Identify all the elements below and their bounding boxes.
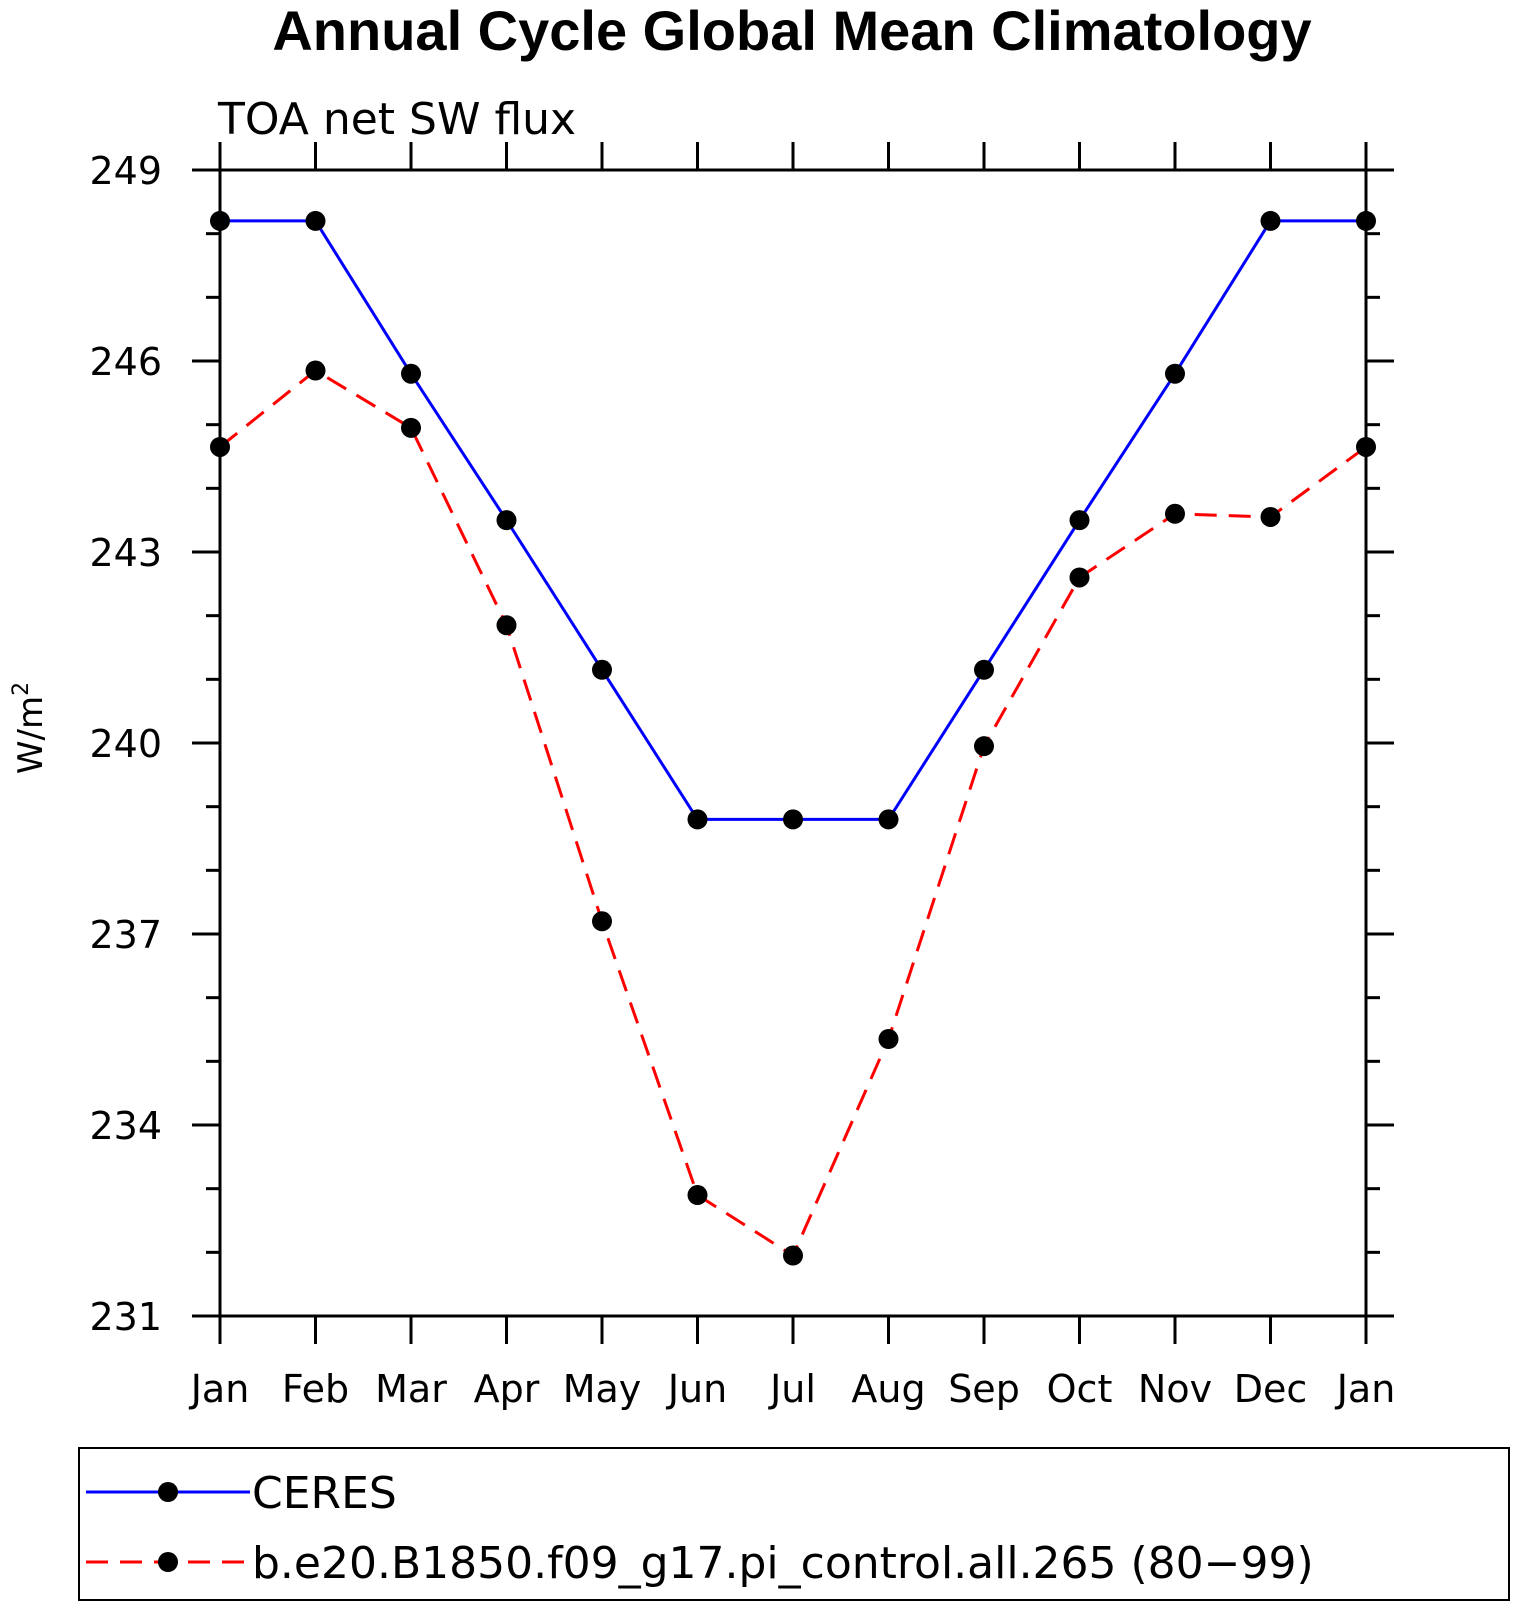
series-1-point <box>305 360 326 381</box>
chart-subtitle: TOA net SW flux <box>217 94 576 145</box>
series-0-point <box>1356 210 1376 231</box>
legend-label-1: b.e20.B1850.f09_g17.pi_control.all.265 (… <box>252 1538 1314 1589</box>
series-1-point <box>496 615 517 636</box>
y-tick-label: 237 <box>89 913 162 957</box>
series-0-point <box>1069 510 1090 531</box>
x-tick-label: May <box>563 1367 642 1411</box>
x-tick-label: Jan <box>189 1367 250 1411</box>
x-tick-label: Dec <box>1234 1367 1308 1411</box>
series-0-point <box>305 210 326 231</box>
series-0-point <box>878 809 899 830</box>
series-1-point <box>974 736 994 757</box>
y-tick-label: 234 <box>89 1104 162 1148</box>
y-tick-label: 231 <box>89 1295 162 1339</box>
series-1-point <box>687 1185 708 1206</box>
series-line-0 <box>220 219 1366 821</box>
series-0-point <box>974 659 994 680</box>
y-axis-label: W/m2 <box>9 682 51 774</box>
series-1-point <box>1069 567 1090 588</box>
y-tick-label: 249 <box>89 149 162 193</box>
y-tick-label: 243 <box>89 531 162 575</box>
y-tick-label: 246 <box>89 340 162 384</box>
x-tick-label: Jan <box>1335 1367 1396 1411</box>
x-tick-label: Mar <box>375 1367 447 1411</box>
y-tick-label: 240 <box>89 722 162 766</box>
x-tick-label: Apr <box>474 1367 540 1411</box>
legend-marker-1 <box>158 1552 178 1572</box>
series-0-point <box>1260 210 1281 231</box>
series-1-point <box>1165 503 1185 524</box>
legend-label-0: CERES <box>252 1468 397 1519</box>
series-0-point <box>401 363 421 384</box>
series-1-point <box>1356 436 1376 457</box>
y-axis-label-group: W/m2 <box>9 682 51 774</box>
series-1-point <box>783 1245 803 1266</box>
x-tick-label: Sep <box>948 1367 1020 1411</box>
series-1-point <box>592 911 612 932</box>
series-0-point <box>496 510 517 531</box>
x-tick-labels: Jan Feb Mar Apr May Jun Jul Aug Sep Oct Nov Dec Jan <box>189 1367 1396 1411</box>
x-tick-label: Feb <box>282 1367 349 1411</box>
x-tick-label: Oct <box>1047 1367 1113 1411</box>
series-0-point <box>687 809 708 830</box>
legend: CERES b.e20.B1850.f09_g17.pi_control.all.… <box>86 1468 1314 1589</box>
series-1-point <box>401 417 421 438</box>
series-0-point <box>1165 363 1185 384</box>
x-tick-label: Jun <box>666 1367 727 1411</box>
series-0-point <box>783 809 803 830</box>
legend-marker-0 <box>158 1482 178 1502</box>
series-1-point <box>878 1029 899 1050</box>
axis-ticks <box>192 142 1394 1344</box>
chart-title: Annual Cycle Global Mean Climatology <box>272 0 1311 62</box>
y-tick-labels: 231 234 237 240 243 246 249 <box>89 149 162 1339</box>
series-layer <box>210 210 1376 1266</box>
series-0-point <box>592 659 612 680</box>
series-1-point <box>210 436 230 457</box>
legend-box <box>78 1447 1510 1601</box>
x-tick-label: Jul <box>768 1367 816 1411</box>
series-1-point <box>1260 506 1281 527</box>
x-tick-label: Aug <box>851 1367 925 1411</box>
series-0-point <box>210 210 230 231</box>
x-tick-label: Nov <box>1138 1367 1212 1411</box>
